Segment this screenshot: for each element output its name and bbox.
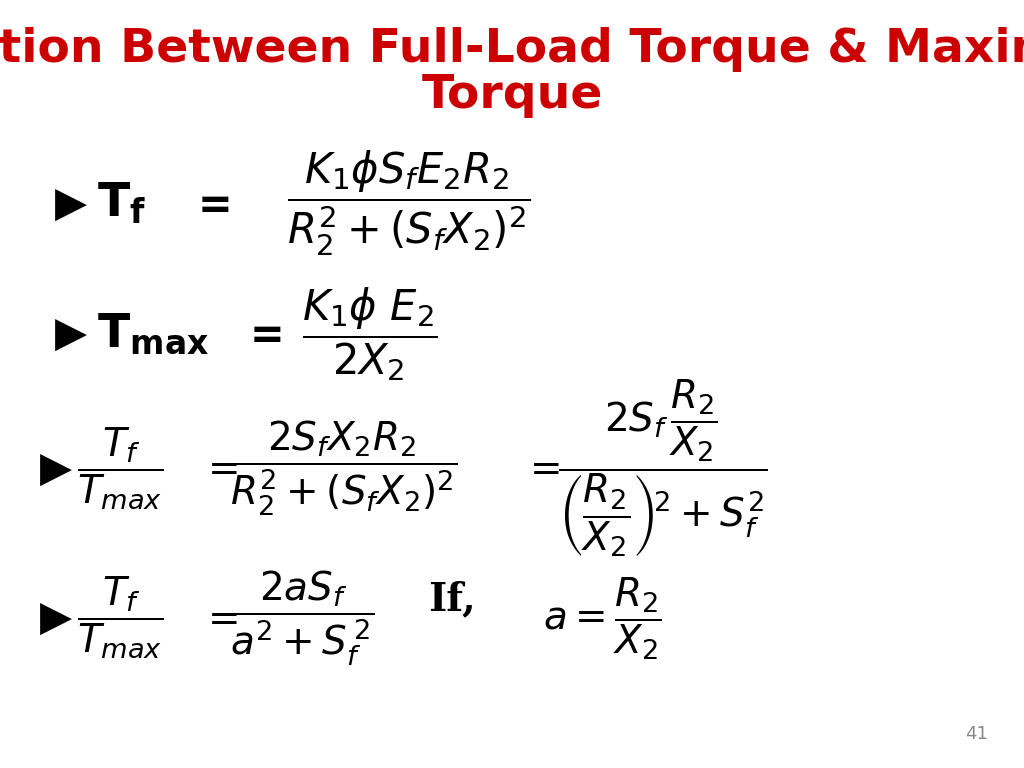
Text: $\dfrac{2aS_f}{a^2 + S_f^{\,2}}$: $\dfrac{2aS_f}{a^2 + S_f^{\,2}}$ [230, 568, 375, 668]
Text: $\dfrac{2S_f X_2 R_2}{R_2^2 + \left(S_f X_2\right)^2}$: $\dfrac{2S_f X_2 R_2}{R_2^2 + \left(S_f … [230, 419, 458, 518]
Text: $\dfrac{T_f}{T_{max}}$: $\dfrac{T_f}{T_{max}}$ [77, 425, 163, 511]
Text: $\mathbf{=}$: $\mathbf{=}$ [241, 313, 282, 355]
Text: $\dfrac{K_1\phi S_f E_2 R_2}{R_2^2 + \left(S_f X_2\right)^2}$: $\dfrac{K_1\phi S_f E_2 R_2}{R_2^2 + \le… [287, 149, 530, 258]
Text: Torque: Torque [421, 74, 603, 118]
Text: $\blacktriangleright$: $\blacktriangleright$ [46, 313, 88, 355]
Text: Relation Between Full-Load Torque & Maximum: Relation Between Full-Load Torque & Maxi… [0, 28, 1024, 72]
Text: $\blacktriangleright$: $\blacktriangleright$ [31, 598, 73, 639]
Text: $\dfrac{K_1\phi\ E_2}{2X_2}$: $\dfrac{K_1\phi\ E_2}{2X_2}$ [302, 285, 438, 383]
Text: $a = \dfrac{R_2}{X_2}$: $a = \dfrac{R_2}{X_2}$ [543, 575, 662, 661]
Text: $\blacktriangleright$: $\blacktriangleright$ [31, 448, 73, 489]
Text: $\mathbf{=}$: $\mathbf{=}$ [189, 183, 230, 224]
Text: If,: If, [428, 580, 476, 618]
Text: $\mathbf{T_f}$: $\mathbf{T_f}$ [97, 180, 146, 227]
Text: 41: 41 [966, 726, 988, 743]
Text: $\dfrac{T_f}{T_{max}}$: $\dfrac{T_f}{T_{max}}$ [77, 575, 163, 661]
Text: $\mathbf{T_{max}}$: $\mathbf{T_{max}}$ [97, 312, 210, 356]
Text: $=$: $=$ [522, 449, 560, 488]
Text: $=$: $=$ [200, 599, 238, 637]
Text: $\dfrac{2S_f\,\dfrac{R_2}{X_2}}{\left(\dfrac{R_2}{X_2}\right)^{\!2} + S_f^2}$: $\dfrac{2S_f\,\dfrac{R_2}{X_2}}{\left(\d… [558, 378, 768, 559]
Text: $\blacktriangleright$: $\blacktriangleright$ [46, 183, 88, 224]
Text: $=$: $=$ [200, 449, 238, 488]
